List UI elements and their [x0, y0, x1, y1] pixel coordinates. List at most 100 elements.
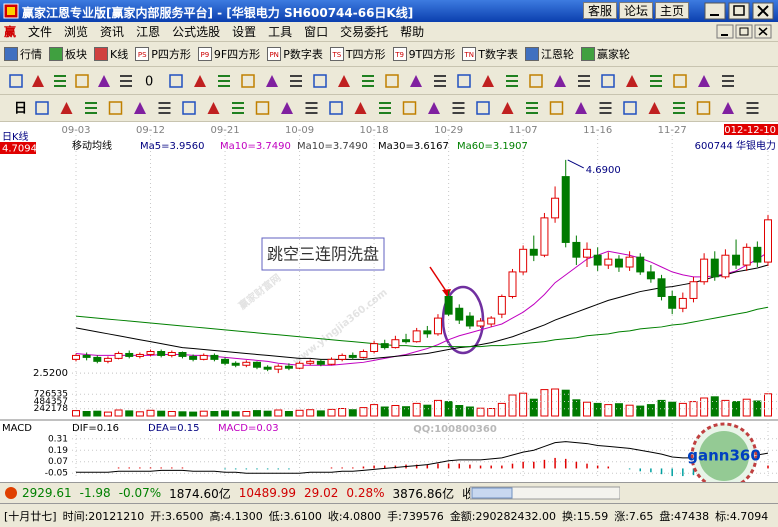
- menu-item[interactable]: 窗口: [304, 25, 329, 39]
- volume-bar: [103, 411, 112, 417]
- toolbar-button[interactable]: 行情: [4, 46, 42, 62]
- candle-body: [689, 281, 698, 299]
- tool-icon[interactable]: [476, 100, 490, 115]
- toolbar-button[interactable]: 江恩轮: [525, 46, 574, 62]
- tool-icon[interactable]: [169, 73, 183, 88]
- menu-item[interactable]: 江恩: [136, 25, 161, 39]
- annotation-arrow: [429, 266, 449, 295]
- tool-icon[interactable]: [182, 100, 196, 115]
- toolbar-button[interactable]: T9 9T四方形: [392, 46, 455, 62]
- tool-icon[interactable]: [529, 73, 543, 88]
- tool-icon[interactable]: [599, 101, 612, 114]
- tool-icon[interactable]: [549, 100, 564, 115]
- tool-icon[interactable]: [158, 101, 171, 114]
- title-button[interactable]: 客服: [583, 2, 617, 19]
- tool-icon[interactable]: [35, 100, 49, 115]
- tool-icon[interactable]: [290, 74, 302, 87]
- volume-bar: [561, 389, 570, 417]
- menu-item[interactable]: 资讯: [100, 25, 125, 39]
- menu-item[interactable]: 公式选股: [172, 25, 221, 39]
- tool-icon[interactable]: [457, 73, 471, 88]
- period-select[interactable]: 日: [14, 101, 27, 116]
- tool-icon[interactable]: [241, 73, 255, 88]
- toolbar-button[interactable]: 赢家轮: [581, 46, 630, 62]
- tool-icon[interactable]: [379, 101, 391, 114]
- tool-icon[interactable]: [526, 101, 538, 114]
- tool-icon[interactable]: [482, 74, 494, 87]
- tool-icon[interactable]: [60, 101, 73, 114]
- toolbar-button[interactable]: TN T数字表: [462, 46, 518, 62]
- tool-icon[interactable]: [623, 100, 637, 115]
- menu-item[interactable]: 帮助: [400, 25, 425, 39]
- tool-icon[interactable]: [75, 73, 89, 88]
- tool-icon[interactable]: [329, 100, 343, 115]
- menu-item[interactable]: 文件: [28, 25, 53, 39]
- tool-icon[interactable]: [194, 74, 206, 87]
- candle-body: [593, 254, 602, 266]
- tool-icon[interactable]: [673, 101, 685, 114]
- title-button[interactable]: 论坛: [619, 2, 653, 19]
- candle-body: [497, 295, 506, 315]
- tool-icon[interactable]: [255, 100, 270, 115]
- menu-item[interactable]: 设置: [232, 25, 257, 39]
- window-controls[interactable]: [704, 2, 776, 20]
- tool-icon[interactable]: [722, 101, 734, 114]
- toolbar-button[interactable]: TS T四方形: [329, 46, 386, 62]
- tool-icon[interactable]: [54, 74, 66, 87]
- tool-icon[interactable]: [601, 73, 615, 88]
- tool-icon[interactable]: [696, 100, 711, 115]
- tool-icon[interactable]: [281, 101, 293, 114]
- tool-icon[interactable]: [85, 101, 97, 114]
- tool-icon[interactable]: [362, 74, 374, 87]
- tool-icon[interactable]: [266, 74, 278, 87]
- tool-icon[interactable]: [698, 74, 710, 87]
- volume-bar: [497, 402, 506, 417]
- volume-bar: [508, 394, 517, 417]
- tool-icon[interactable]: [648, 101, 661, 114]
- tool-icon[interactable]: [338, 74, 350, 87]
- tool-icon[interactable]: [506, 74, 518, 87]
- tool-icon[interactable]: [120, 74, 132, 87]
- toolbar-button[interactable]: 板块: [49, 46, 87, 62]
- tool-icon[interactable]: [9, 73, 23, 88]
- tool-icon[interactable]: [428, 101, 440, 114]
- tool-icon[interactable]: [722, 74, 734, 87]
- candle-body: [551, 197, 560, 219]
- tool-icon[interactable]: [108, 100, 123, 115]
- menu-item[interactable]: 工具: [268, 25, 293, 39]
- toolbar-label: 行情: [20, 48, 42, 61]
- tool-icon[interactable]: [354, 101, 367, 114]
- candle-body: [252, 361, 261, 368]
- tool-icon[interactable]: [434, 74, 446, 87]
- scrollbar[interactable]: [470, 486, 620, 500]
- tool-icon[interactable]: [673, 73, 687, 88]
- candle-body: [210, 354, 219, 360]
- tool-icon[interactable]: [218, 74, 230, 87]
- tool-icon[interactable]: [554, 74, 566, 87]
- tool-icon[interactable]: [501, 101, 514, 114]
- toolbar-button[interactable]: P9 9F四方形: [197, 46, 260, 62]
- tool-icon[interactable]: [650, 74, 662, 87]
- tool-icon[interactable]: [410, 74, 422, 87]
- tool-icon[interactable]: [402, 100, 417, 115]
- tool-icon[interactable]: [575, 101, 587, 114]
- toolbar-button[interactable]: PS P四方形: [135, 46, 191, 62]
- menu-item[interactable]: 浏览: [64, 25, 89, 39]
- tool-icon[interactable]: [626, 74, 638, 87]
- tool-icon[interactable]: [32, 74, 44, 87]
- tool-icon[interactable]: [313, 73, 327, 88]
- tool-icon[interactable]: [305, 101, 318, 114]
- title-button[interactable]: 主页: [655, 2, 689, 19]
- tool-icon[interactable]: [385, 73, 399, 88]
- tool-icon[interactable]: [207, 101, 220, 114]
- tool-icon[interactable]: [578, 74, 590, 87]
- tool-icon[interactable]: [98, 74, 110, 87]
- tool-icon[interactable]: [232, 101, 244, 114]
- toolbar-button[interactable]: K线: [94, 46, 128, 62]
- tool-icon[interactable]: [134, 101, 146, 114]
- menu-item[interactable]: 交易委托: [340, 25, 389, 39]
- tool-icon[interactable]: [746, 101, 759, 114]
- toolbar-button[interactable]: PN P数字表: [267, 46, 323, 62]
- tool-icon[interactable]: [452, 101, 465, 114]
- mdi-controls[interactable]: [716, 24, 774, 40]
